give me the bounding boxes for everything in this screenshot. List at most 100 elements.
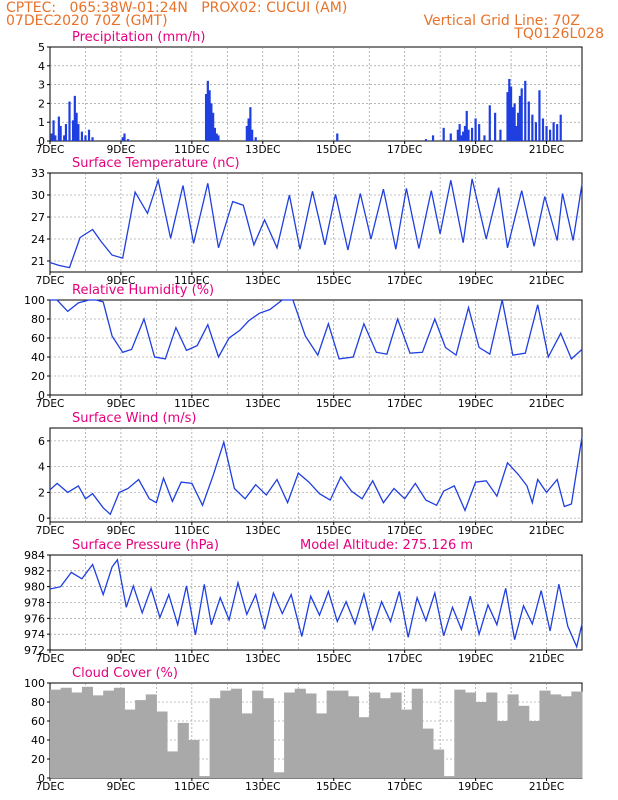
x-tick-label: 19DEC — [458, 144, 493, 156]
precip-bar — [442, 127, 445, 141]
y-tick-label: 100 — [24, 294, 45, 307]
precip-bar — [515, 125, 518, 141]
precip-bar — [499, 129, 502, 141]
precip-bar — [449, 133, 452, 141]
x-tick-label: 17DEC — [387, 144, 422, 156]
cloud-bar — [60, 687, 72, 778]
x-tick-label: 7DEC — [36, 398, 65, 410]
precip-bar — [545, 125, 548, 141]
cloud-bar — [198, 776, 211, 778]
x-tick-label: 9DEC — [107, 275, 136, 287]
x-tick-label: 13DEC — [245, 653, 280, 665]
panel-frame — [49, 427, 583, 523]
x-tick-label: 9DEC — [107, 525, 136, 537]
x-tick-label: 19DEC — [458, 525, 493, 537]
x-tick-label: 7DEC — [36, 275, 65, 287]
precip-bar — [431, 135, 435, 141]
cloud-bar — [454, 689, 466, 778]
precip-bar — [249, 107, 252, 141]
cloud-bar — [550, 694, 562, 778]
precip-bar — [509, 86, 513, 141]
precip-bar — [517, 112, 520, 141]
cloud-bar — [50, 689, 62, 778]
cloud-bar — [337, 690, 349, 778]
x-tick-label: 13DEC — [245, 398, 280, 410]
precip-bar — [84, 135, 87, 141]
precip-bar — [552, 122, 555, 141]
y-tick-label: 80 — [31, 313, 45, 326]
panel-temp: 21 24 27 30 33 7DEC 9DEC 11DEC 13DEC 15DEC 17DEC 19… — [31, 156, 583, 287]
precip-bar — [527, 101, 530, 141]
cloud-bar — [220, 690, 232, 778]
panel-frame — [49, 172, 583, 273]
precip-bar — [57, 116, 60, 141]
x-tick-label: 11DEC — [174, 781, 209, 793]
x-tick-label: 9DEC — [107, 653, 136, 665]
precip-bar — [518, 95, 522, 141]
panel-title: Surface Temperature (nC) — [72, 156, 240, 171]
y-tick-label: 4 — [38, 60, 45, 73]
x-tick-label: 17DEC — [387, 275, 422, 287]
x-tick-label: 13DEC — [245, 525, 280, 537]
precip-bar — [478, 124, 481, 141]
precip-bar — [217, 135, 220, 141]
precip-bar — [204, 94, 208, 141]
precip-bar — [215, 133, 218, 141]
precip-bar — [556, 124, 559, 141]
series-line-press — [49, 558, 583, 649]
precip-bar — [467, 129, 470, 141]
panel-rh: 0 20 40 60 80 100 7DEC 9DEC 11DEC 13DEC 15DEC 17DEC… — [24, 283, 583, 410]
cloud-bar — [443, 776, 455, 778]
x-tick-label: 11DEC — [174, 144, 209, 156]
y-tick-label: 3 — [38, 79, 45, 92]
y-tick-label: 40 — [31, 734, 45, 747]
precip-bar — [87, 129, 91, 141]
precip-bar — [77, 124, 80, 141]
y-tick-label: 2 — [38, 97, 45, 110]
x-tick-label: 7DEC — [36, 653, 65, 665]
cloud-bar — [252, 690, 264, 778]
precip-bar — [474, 118, 477, 141]
panel-title: Cloud Cover (%) — [72, 666, 178, 681]
precip-bar — [524, 80, 527, 141]
precip-bar — [80, 131, 84, 141]
x-tick-label: 21DEC — [529, 525, 564, 537]
cloud-bar — [273, 772, 285, 778]
cloud-bar — [358, 717, 370, 778]
precip-bar — [64, 124, 68, 141]
x-tick-label: 13DEC — [245, 275, 280, 287]
x-tick-label: 13DEC — [245, 781, 280, 793]
cloud-bar — [518, 705, 530, 778]
x-tick-label: 15DEC — [316, 144, 351, 156]
precip-bar — [247, 118, 250, 141]
cloud-bar — [92, 695, 104, 778]
x-tick-label: 21DEC — [529, 144, 564, 156]
series-line-temp — [49, 177, 583, 269]
cloud-bar — [241, 713, 253, 778]
x-tick-label: 13DEC — [245, 144, 280, 156]
precip-bar — [206, 80, 209, 141]
x-tick-label: 7DEC — [36, 144, 65, 156]
x-tick-label: 17DEC — [387, 781, 422, 793]
x-tick-label: 15DEC — [316, 398, 351, 410]
precip-bar — [50, 133, 53, 141]
precip-bar — [210, 103, 213, 141]
panel-title: Relative Humidity (%) — [72, 283, 214, 298]
y-tick-label: 972 — [24, 644, 45, 657]
x-tick-label: 7DEC — [36, 781, 65, 793]
cloud-bar — [81, 686, 94, 778]
precip-bar — [336, 133, 339, 141]
x-tick-label: 21DEC — [529, 781, 564, 793]
panel-press: 972 974 976 978 980 982 984 7DEC 9DEC 11DEC 13DEC 1… — [24, 538, 583, 665]
cloud-bar — [71, 692, 83, 778]
precip-bar — [520, 88, 523, 141]
cloud-bar — [326, 690, 338, 778]
series-line-wind — [49, 436, 583, 516]
cloud-bar — [379, 698, 391, 778]
cloud-bar — [113, 687, 125, 778]
x-tick-label: 19DEC — [458, 275, 493, 287]
x-tick-label: 21DEC — [529, 398, 564, 410]
precip-bar — [213, 127, 217, 141]
cloud-bar — [188, 740, 200, 778]
